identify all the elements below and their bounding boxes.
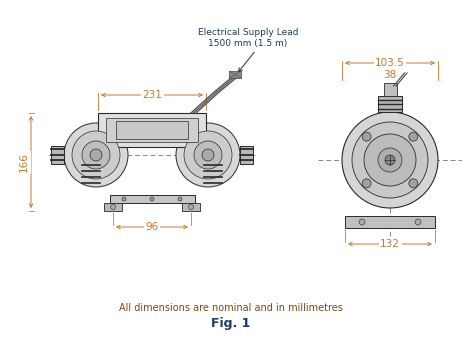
Circle shape bbox=[110, 204, 116, 209]
Bar bbox=[109, 195, 195, 203]
Circle shape bbox=[72, 131, 120, 179]
Bar bbox=[104, 203, 122, 211]
Circle shape bbox=[362, 132, 371, 141]
Circle shape bbox=[364, 134, 416, 186]
Circle shape bbox=[176, 123, 240, 187]
Circle shape bbox=[188, 204, 194, 209]
Circle shape bbox=[385, 155, 395, 165]
Circle shape bbox=[122, 197, 126, 201]
Circle shape bbox=[352, 122, 428, 198]
Circle shape bbox=[409, 179, 418, 188]
Text: 38: 38 bbox=[383, 70, 396, 80]
Circle shape bbox=[202, 149, 214, 161]
Bar bbox=[240, 146, 253, 164]
Circle shape bbox=[342, 112, 438, 208]
Circle shape bbox=[178, 197, 182, 201]
Bar bbox=[182, 203, 200, 211]
Circle shape bbox=[64, 123, 128, 187]
Circle shape bbox=[90, 149, 102, 161]
Circle shape bbox=[359, 219, 365, 225]
Text: All dimensions are nominal and in millimetres: All dimensions are nominal and in millim… bbox=[119, 303, 343, 313]
Circle shape bbox=[194, 141, 222, 169]
Bar bbox=[98, 113, 206, 147]
Bar bbox=[51, 146, 64, 164]
Circle shape bbox=[378, 148, 402, 172]
Circle shape bbox=[184, 131, 232, 179]
Circle shape bbox=[82, 141, 110, 169]
Text: 96: 96 bbox=[146, 222, 158, 232]
Text: Fig. 1: Fig. 1 bbox=[211, 316, 251, 330]
Bar bbox=[383, 83, 396, 96]
Bar bbox=[229, 71, 241, 78]
Text: 132: 132 bbox=[380, 239, 400, 249]
Text: Electrical Supply Lead: Electrical Supply Lead bbox=[198, 28, 298, 37]
Circle shape bbox=[415, 219, 421, 225]
Bar bbox=[345, 216, 435, 228]
Text: 1500 mm (1.5 m): 1500 mm (1.5 m) bbox=[208, 39, 288, 48]
Bar bbox=[106, 118, 198, 142]
Text: 231: 231 bbox=[142, 90, 162, 100]
Circle shape bbox=[362, 179, 371, 188]
Bar bbox=[378, 96, 402, 112]
Text: 166: 166 bbox=[19, 152, 29, 172]
Circle shape bbox=[150, 197, 154, 201]
Bar bbox=[116, 121, 188, 139]
Circle shape bbox=[409, 132, 418, 141]
Text: 103.5: 103.5 bbox=[375, 58, 405, 68]
